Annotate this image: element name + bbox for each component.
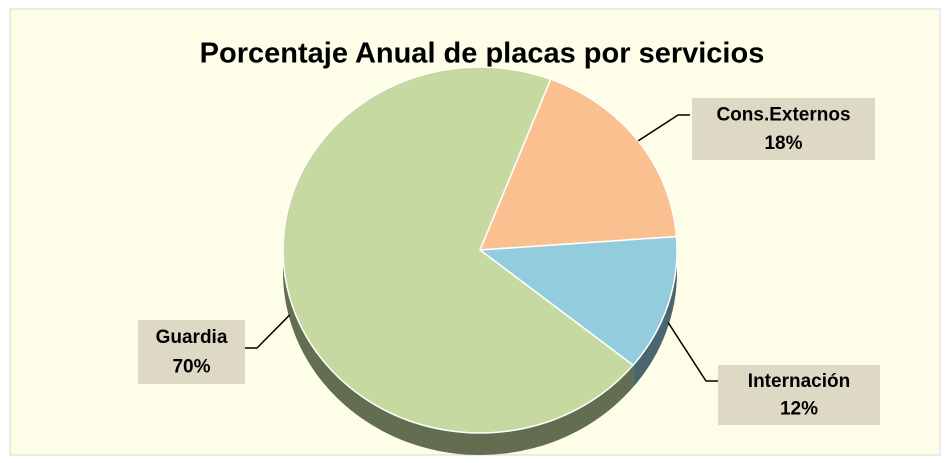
label-box [692,98,875,160]
slice [477,235,678,367]
slice-side [283,250,634,455]
slice-side [633,250,677,388]
slice [282,66,635,434]
leader-line [637,114,690,142]
value-label: 18% [764,133,802,154]
label-box [718,365,880,425]
chart-title: Porcentaje Anual de placas por servicios [200,38,765,70]
value-label: 12% [780,398,818,419]
category-label: Cons.Externos [716,104,850,125]
label-box [138,320,245,384]
leader-line [245,314,291,349]
value-label: 70% [172,356,210,377]
leader-line [667,321,718,382]
category-label: Guardia [156,327,228,348]
category-label: Internación [748,371,850,392]
